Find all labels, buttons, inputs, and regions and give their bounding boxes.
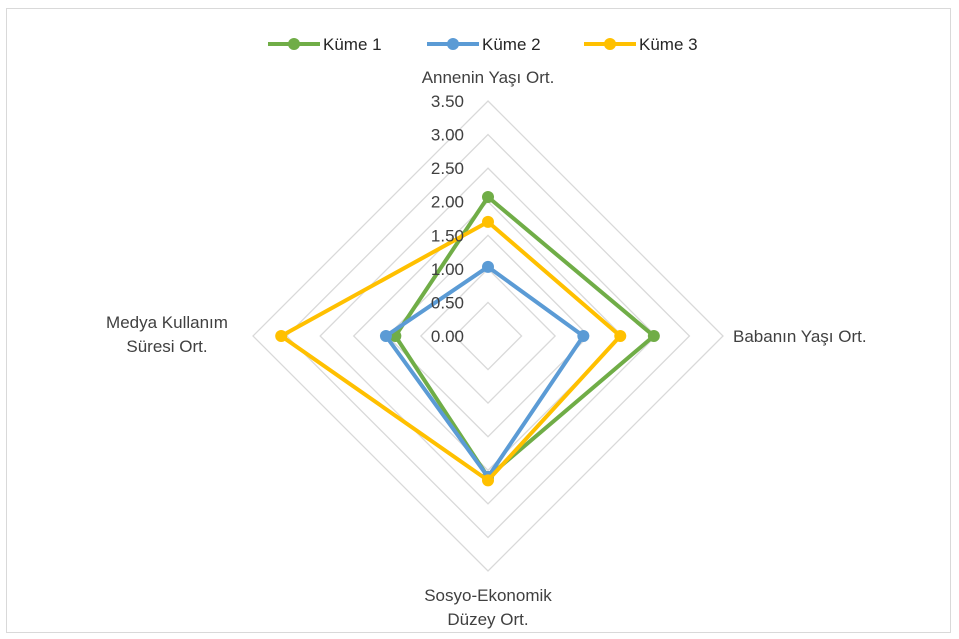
legend-marker-1 [288, 38, 300, 50]
series-1-point-2 [647, 330, 660, 342]
axis-label-bottom-line-1: Sosyo-Ekonomik [424, 586, 552, 605]
series-2-point-2 [577, 330, 590, 342]
axis-label-left-line-2: Süresi Ort. [126, 337, 207, 356]
tick-label-6: 3.00 [431, 126, 464, 145]
axis-label-bottom-line-2: Düzey Ort. [447, 610, 528, 629]
series [275, 191, 660, 487]
grid-ring-6 [285, 133, 691, 539]
grid-ring-7 [252, 100, 724, 572]
tick-labels: 0.00 0.50 1.00 1.50 2.00 2.50 3.00 3.50 [431, 92, 464, 346]
grid-ring-1 [453, 301, 523, 371]
legend: Küme 1 Küme 2 Küme 3 [268, 35, 698, 54]
legend-label-1: Küme 1 [323, 35, 382, 54]
series-3-point-1 [482, 215, 494, 228]
axis-label-right: Babanın Yaşı Ort. [733, 327, 867, 346]
tick-label-7: 3.50 [431, 92, 464, 111]
tick-label-3: 1.50 [431, 226, 464, 245]
grid-ring-4 [352, 200, 624, 472]
series-2-point-4 [379, 330, 392, 342]
series-3-point-4 [275, 330, 288, 342]
legend-marker-3 [604, 38, 616, 50]
legend-label-2: Küme 2 [482, 35, 541, 54]
axis-label-top: Annenin Yaşı Ort. [422, 68, 555, 87]
legend-label-3: Küme 3 [639, 35, 698, 54]
series-1-point-1 [482, 191, 494, 204]
series-2-point-1 [482, 260, 494, 273]
legend-marker-2 [447, 38, 459, 50]
grid-ring-2 [419, 267, 557, 405]
grid-ring-5 [319, 167, 657, 505]
tick-label-1: 0.50 [431, 293, 464, 312]
axis-label-left-line-1: Medya Kullanım [106, 313, 228, 332]
tick-label-0: 0.00 [431, 327, 464, 346]
tick-label-2: 1.00 [431, 260, 464, 279]
series-3-point-3 [482, 474, 494, 487]
grid [252, 100, 724, 572]
axis-labels: Annenin Yaşı Ort. Babanın Yaşı Ort. Sosyo-… [106, 68, 867, 629]
tick-label-5: 2.50 [431, 159, 464, 178]
grid-ring-3 [386, 234, 590, 438]
series-3-point-2 [614, 330, 627, 342]
series-line-2 [383, 264, 586, 479]
tick-label-4: 2.00 [431, 193, 464, 212]
